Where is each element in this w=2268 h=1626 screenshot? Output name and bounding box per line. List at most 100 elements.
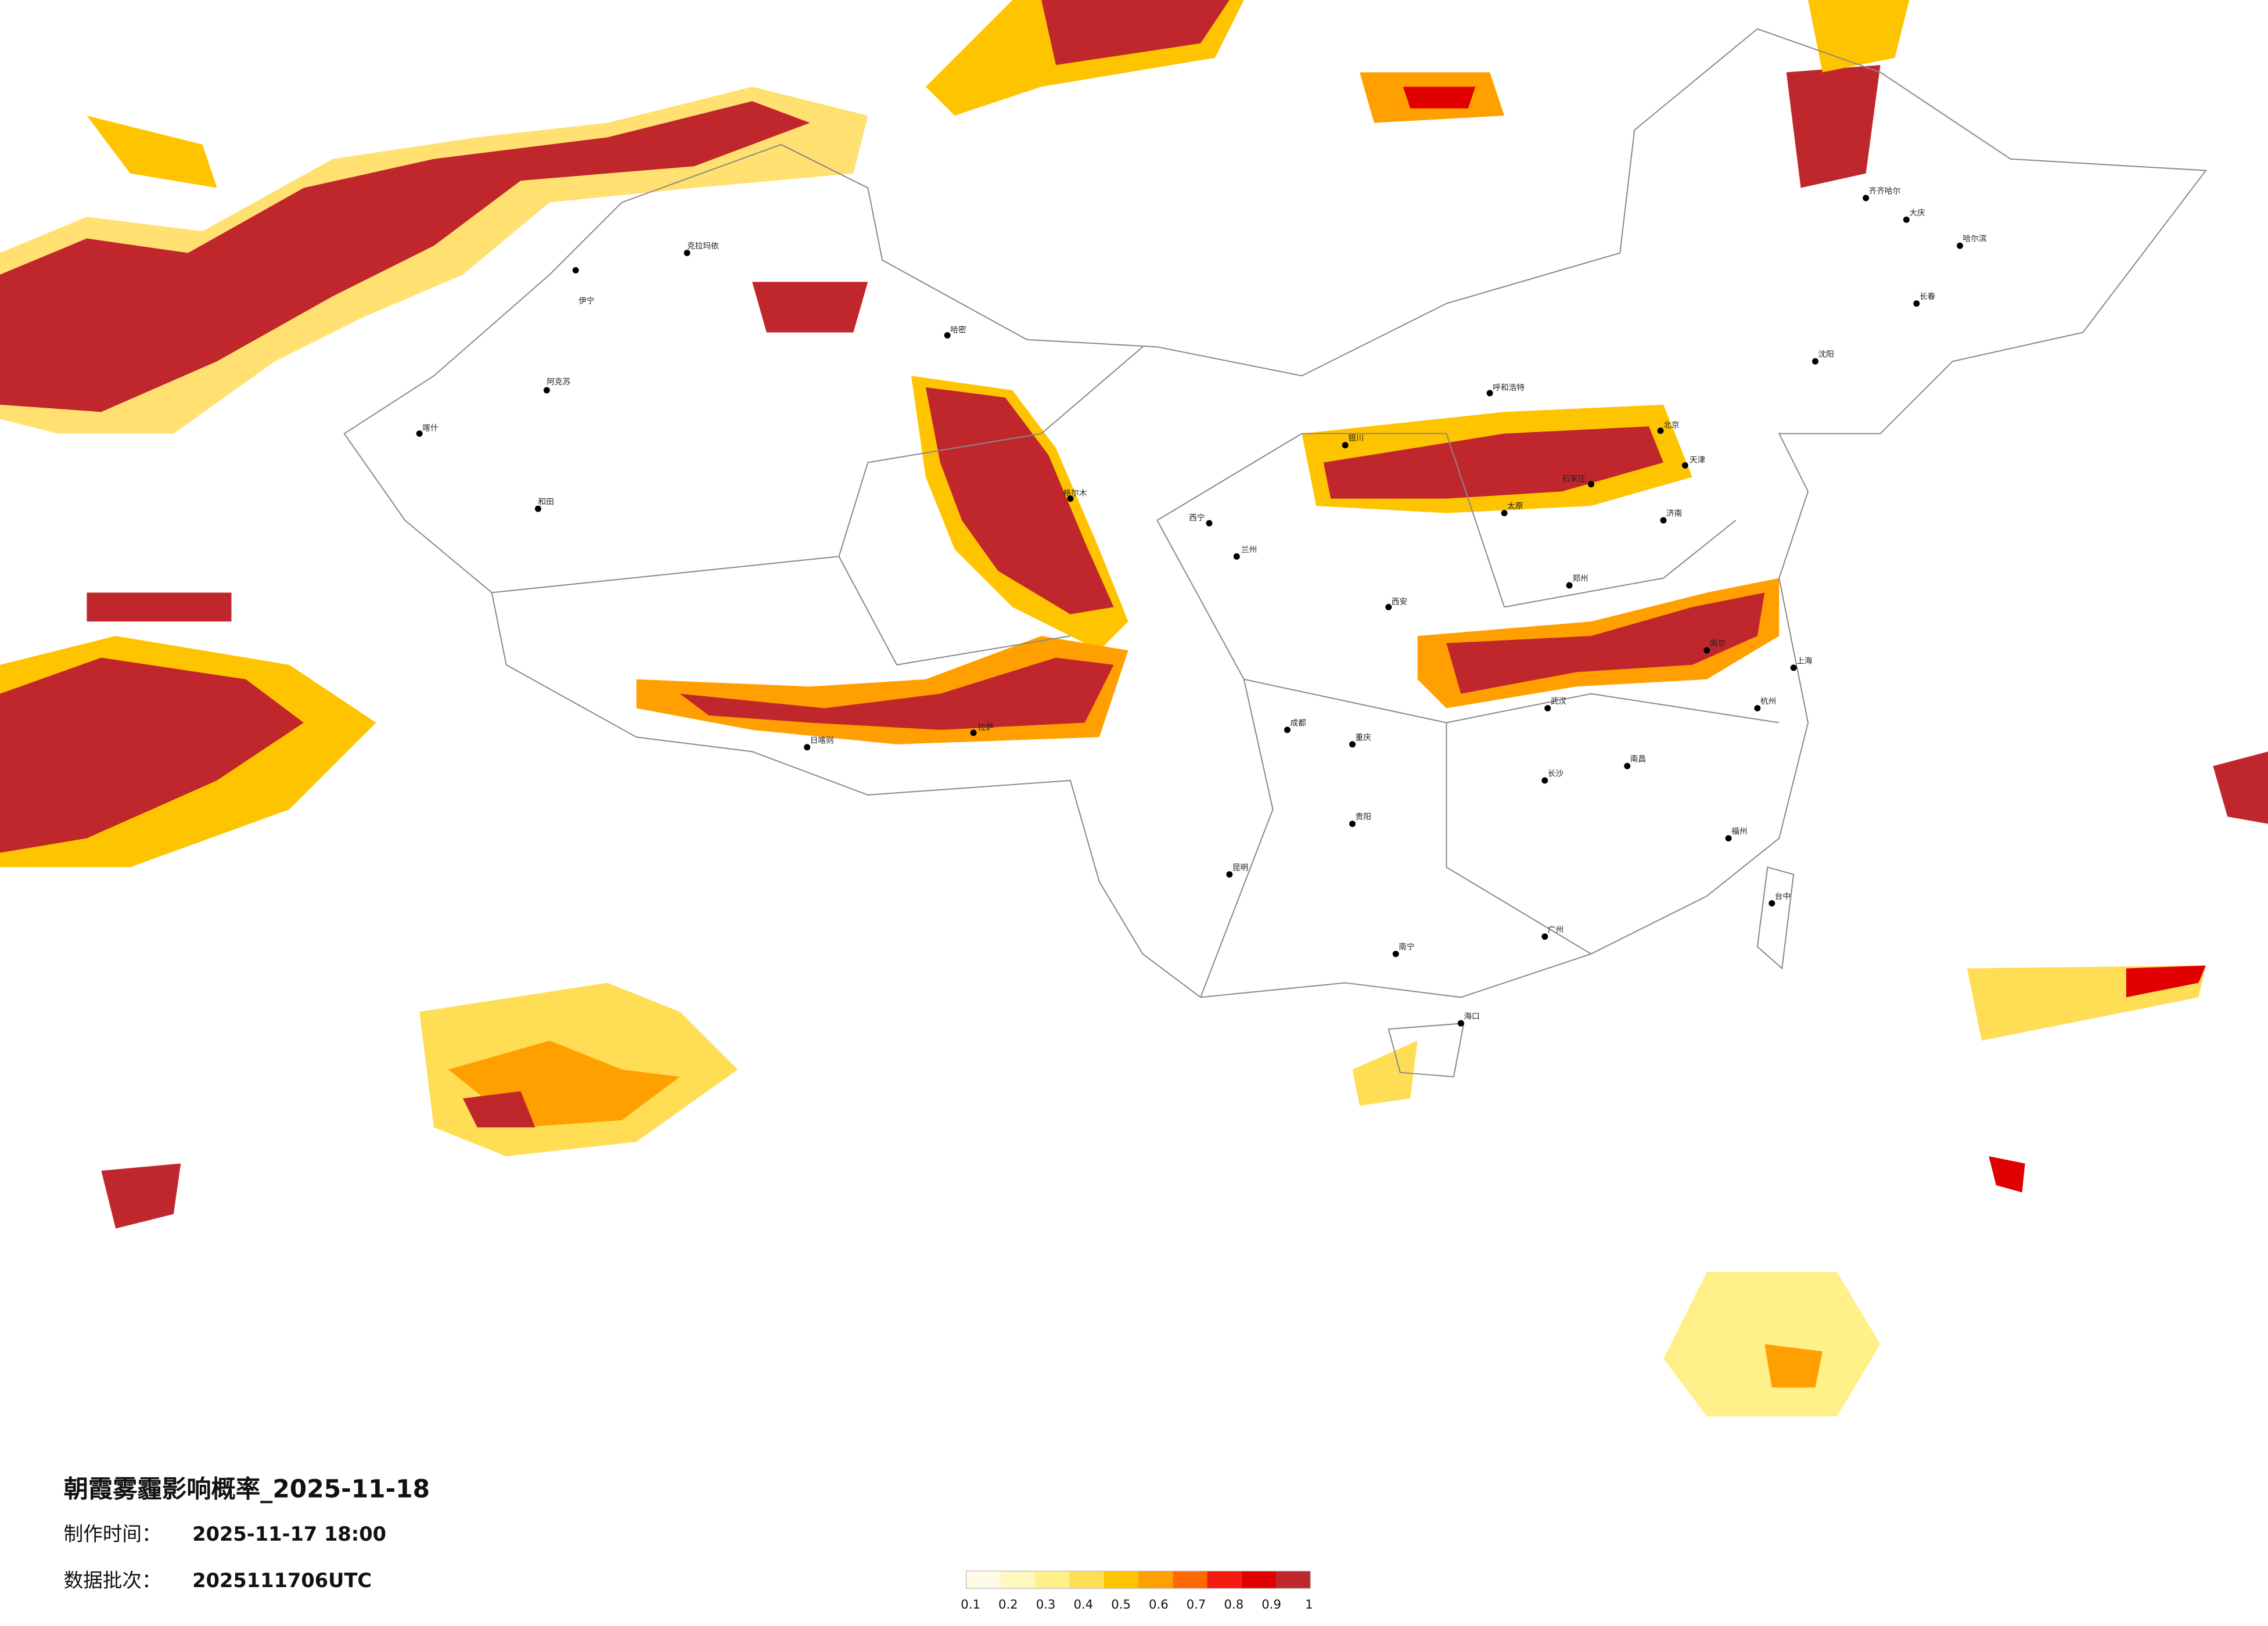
city-dot [1067, 495, 1074, 502]
city-dot [1863, 195, 1870, 202]
city-label: 哈密 [950, 325, 966, 334]
city-dot [1501, 510, 1508, 517]
legend-swatch [1207, 1571, 1242, 1589]
city-label: 上海 [1796, 656, 1813, 665]
city-dot [1349, 741, 1356, 748]
city-dot [1486, 390, 1493, 397]
city-dot [1206, 520, 1213, 527]
city-dot [1233, 553, 1240, 560]
city-dot [1349, 821, 1356, 828]
legend-label: 0.3 [1036, 1597, 1056, 1611]
legend-swatch [1138, 1571, 1173, 1589]
city-dot [804, 744, 811, 751]
legend-swatch [1000, 1571, 1036, 1589]
city-label: 重庆 [1356, 733, 1372, 742]
city-label: 伊宁 [578, 296, 594, 306]
legend-label: 1 [1305, 1597, 1313, 1611]
city-dot [1913, 300, 1920, 307]
city-label: 海口 [1464, 1012, 1479, 1021]
city-label: 大庆 [1909, 208, 1925, 218]
legend-label: 0.7 [1187, 1597, 1206, 1611]
city-label: 南昌 [1630, 755, 1646, 764]
city-label: 银川 [1348, 434, 1364, 443]
city-label: 武汉 [1551, 697, 1567, 706]
batch: 2025111706UTC [192, 1569, 372, 1592]
city-dot [1903, 216, 1910, 223]
city-label: 长春 [1920, 292, 1936, 301]
city-label: 格尔木 [1063, 489, 1087, 498]
legend-label: 0.4 [1074, 1597, 1094, 1611]
city-dot [1703, 647, 1710, 654]
city-label: 郑州 [1572, 574, 1588, 584]
made-time: 2025-11-17 18:00 [192, 1523, 386, 1545]
city-label: 南宁 [1399, 942, 1414, 952]
city-label: 拉萨 [978, 723, 994, 732]
city-label: 哈尔滨 [1963, 235, 1987, 244]
city-dot [1392, 951, 1399, 958]
legend-label: 0.9 [1261, 1597, 1281, 1611]
city-dot [1769, 900, 1775, 907]
city-dot [1284, 726, 1291, 733]
city-dot [684, 250, 691, 257]
city-label: 呼和浩特 [1493, 383, 1525, 393]
city-dot [1957, 242, 1964, 249]
legend-label: 0.8 [1224, 1597, 1244, 1611]
city-dot [1754, 705, 1761, 712]
city-label: 阿克苏 [547, 377, 570, 387]
city-label: 贵阳 [1356, 812, 1371, 822]
legend-label: 0.5 [1111, 1597, 1131, 1611]
city-dot [1541, 777, 1548, 784]
legend: 0.1 0.2 0.3 0.4 0.5 0.6 0.7 0.8 0.9 1 [961, 1570, 1313, 1611]
city-dot [1226, 871, 1233, 878]
city-label: 太原 [1507, 502, 1523, 511]
city-dot [1657, 427, 1664, 434]
city-dot [1342, 442, 1349, 449]
borders [343, 28, 2207, 1078]
city-dot [1385, 603, 1392, 610]
legend-swatch [1276, 1571, 1311, 1589]
batch-label: 数据批次： [64, 1569, 161, 1592]
legend-swatch [966, 1571, 1001, 1589]
city-dot [572, 267, 579, 274]
city-dot [1541, 933, 1548, 940]
city-label: 成都 [1290, 718, 1306, 728]
city-label: 广州 [1548, 925, 1563, 934]
city-label: 杭州 [1760, 697, 1776, 706]
legend-label: 0.1 [961, 1597, 980, 1611]
city-dot [1544, 705, 1551, 712]
city-label: 齐齐哈尔 [1869, 187, 1901, 196]
legend-label: 0.2 [998, 1597, 1018, 1611]
city-label: 日喀则 [810, 736, 834, 745]
city-label: 昆明 [1232, 863, 1248, 872]
made-label: 制作时间： [64, 1523, 161, 1545]
city-dot [970, 729, 977, 736]
city-label: 沈阳 [1818, 350, 1834, 359]
legend-swatch [1069, 1571, 1104, 1589]
legend-frame [965, 1570, 1311, 1589]
legend-swatch [1241, 1571, 1277, 1589]
city-label: 长沙 [1548, 769, 1564, 779]
probability-field [0, 0, 2268, 1417]
city-label: 石家庄 [1562, 474, 1586, 484]
title: 朝霞雾霾影响概率_2025-11-18 [64, 1475, 430, 1503]
legend-label: 0.6 [1149, 1597, 1169, 1611]
city-dot [1624, 762, 1631, 769]
city-dot [1457, 1020, 1464, 1027]
cities: 伊宁 克拉玛依 哈密 阿克苏 和田 喀什 格尔木 拉萨 日喀则 西宁 兰州 银川… [416, 187, 1987, 1027]
city-dot [1790, 664, 1797, 671]
city-label: 福州 [1731, 827, 1747, 836]
legend-swatch [1104, 1571, 1138, 1589]
city-label: 西宁 [1189, 513, 1205, 523]
city-dot [1812, 358, 1818, 365]
city-dot [1725, 835, 1732, 842]
city-dot [944, 332, 951, 339]
city-dot [543, 387, 550, 394]
legend-swatch [1035, 1571, 1070, 1589]
city-label: 克拉玛依 [687, 242, 719, 251]
city-label: 兰州 [1241, 545, 1257, 555]
legend-swatch [1173, 1571, 1207, 1589]
city-dot [1566, 582, 1573, 589]
city-label: 南京 [1710, 639, 1726, 649]
city-dot [1660, 517, 1667, 524]
